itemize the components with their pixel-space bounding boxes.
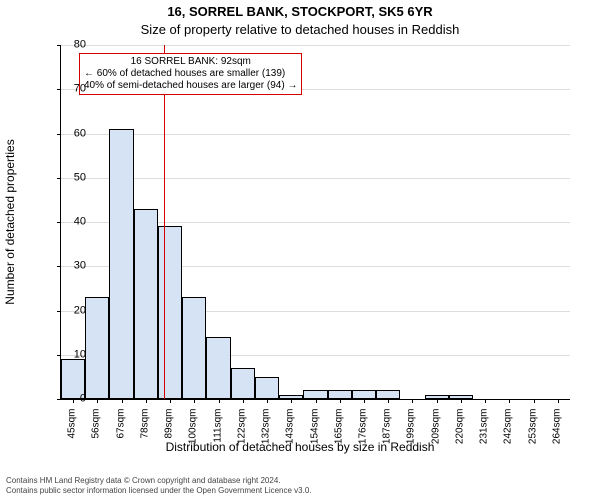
xtick-label: 89sqm: [164, 409, 175, 449]
xtick-mark: [412, 399, 413, 403]
histogram-bar: [85, 297, 109, 399]
ytick-label: 0: [56, 394, 86, 405]
xtick-label: 242sqm: [503, 409, 514, 449]
xtick-label: 187sqm: [382, 409, 393, 449]
annotation-line: 16 SORREL BANK: 92sqm: [84, 56, 297, 68]
caption-line-1: Contains HM Land Registry data © Crown c…: [6, 476, 312, 486]
gridline: [61, 178, 570, 179]
xtick-label: 56sqm: [91, 409, 102, 449]
figure-root: { "titles": { "main": "16, SORREL BANK, …: [0, 0, 600, 500]
xtick-mark: [243, 399, 244, 403]
xtick-label: 122sqm: [236, 409, 247, 449]
xtick-mark: [267, 399, 268, 403]
histogram-bar: [255, 377, 279, 399]
gridline: [61, 45, 570, 46]
xtick-label: 209sqm: [430, 409, 441, 449]
xtick-label: 231sqm: [479, 409, 490, 449]
xtick-mark: [146, 399, 147, 403]
ytick-label: 70: [56, 84, 86, 95]
xtick-mark: [340, 399, 341, 403]
xtick-mark: [485, 399, 486, 403]
xtick-label: 176sqm: [357, 409, 368, 449]
xtick-label: 111sqm: [212, 409, 223, 449]
xtick-label: 78sqm: [139, 409, 150, 449]
xtick-label: 165sqm: [333, 409, 344, 449]
xtick-mark: [170, 399, 171, 403]
histogram-bar: [376, 390, 400, 399]
xtick-label: 220sqm: [454, 409, 465, 449]
xtick-label: 132sqm: [261, 409, 272, 449]
ytick-label: 60: [56, 128, 86, 139]
xtick-mark: [97, 399, 98, 403]
xtick-label: 253sqm: [527, 409, 538, 449]
ytick-label: 40: [56, 217, 86, 228]
xtick-label: 154sqm: [309, 409, 320, 449]
xtick-label: 67sqm: [115, 409, 126, 449]
xtick-mark: [219, 399, 220, 403]
histogram-bar: [206, 337, 230, 399]
caption: Contains HM Land Registry data © Crown c…: [6, 476, 312, 496]
ytick-label: 10: [56, 349, 86, 360]
xtick-mark: [316, 399, 317, 403]
ytick-label: 80: [56, 40, 86, 51]
histogram-bar: [231, 368, 255, 399]
gridline: [61, 134, 570, 135]
page-subtitle: Size of property relative to detached ho…: [0, 22, 600, 37]
histogram-bar: [303, 390, 327, 399]
xtick-mark: [509, 399, 510, 403]
xtick-mark: [291, 399, 292, 403]
histogram-bar: [352, 390, 376, 399]
page-title: 16, SORREL BANK, STOCKPORT, SK5 6YR: [0, 4, 600, 19]
xtick-mark: [364, 399, 365, 403]
xtick-label: 100sqm: [188, 409, 199, 449]
ytick-label: 50: [56, 172, 86, 183]
xtick-label: 45sqm: [67, 409, 78, 449]
xtick-mark: [437, 399, 438, 403]
histogram-bar: [328, 390, 352, 399]
caption-line-2: Contains public sector information licen…: [6, 486, 312, 496]
xtick-mark: [194, 399, 195, 403]
ytick-label: 20: [56, 305, 86, 316]
annotation-box: 16 SORREL BANK: 92sqm← 60% of detached h…: [79, 53, 302, 95]
xtick-mark: [388, 399, 389, 403]
xtick-label: 264sqm: [551, 409, 562, 449]
ytick-label: 30: [56, 261, 86, 272]
xtick-mark: [122, 399, 123, 403]
histogram-bar: [182, 297, 206, 399]
reference-line: [164, 45, 165, 399]
annotation-line: ← 60% of detached houses are smaller (13…: [84, 68, 297, 80]
xtick-label: 199sqm: [406, 409, 417, 449]
histogram-bar: [134, 209, 158, 399]
xtick-mark: [558, 399, 559, 403]
y-axis-label: Number of detached properties: [3, 139, 17, 304]
histogram-bar: [109, 129, 133, 399]
annotation-line: 40% of semi-detached houses are larger (…: [84, 80, 297, 92]
histogram-bar: [158, 226, 182, 399]
plot-area: 16 SORREL BANK: 92sqm← 60% of detached h…: [60, 45, 570, 400]
xtick-mark: [461, 399, 462, 403]
xtick-label: 143sqm: [285, 409, 296, 449]
xtick-mark: [534, 399, 535, 403]
